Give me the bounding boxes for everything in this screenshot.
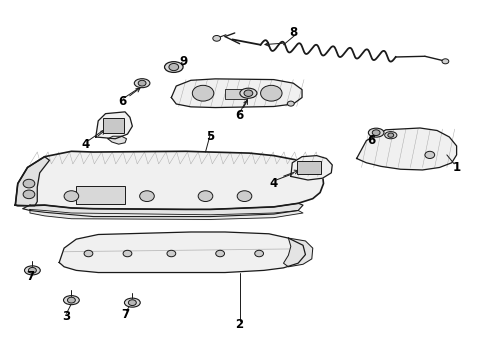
Circle shape <box>260 85 282 101</box>
Ellipse shape <box>63 296 79 305</box>
Text: 1: 1 <box>451 161 460 174</box>
Circle shape <box>123 250 132 257</box>
Polygon shape <box>30 210 303 220</box>
Circle shape <box>140 191 154 202</box>
Circle shape <box>441 59 448 64</box>
Circle shape <box>424 151 434 158</box>
Circle shape <box>23 179 35 188</box>
Polygon shape <box>283 238 312 267</box>
Polygon shape <box>108 136 126 144</box>
Ellipse shape <box>367 128 383 137</box>
Ellipse shape <box>24 266 40 275</box>
Circle shape <box>128 300 136 306</box>
Circle shape <box>212 36 220 41</box>
Polygon shape <box>59 232 305 273</box>
Polygon shape <box>171 79 302 108</box>
Ellipse shape <box>164 62 183 72</box>
Circle shape <box>192 85 213 101</box>
Circle shape <box>28 267 36 273</box>
Polygon shape <box>356 128 456 170</box>
Circle shape <box>215 250 224 257</box>
Text: 7: 7 <box>26 270 34 283</box>
Circle shape <box>371 130 379 135</box>
Polygon shape <box>22 203 303 217</box>
Circle shape <box>23 190 35 199</box>
Ellipse shape <box>384 132 396 139</box>
Polygon shape <box>290 156 331 180</box>
Bar <box>224 89 246 99</box>
Polygon shape <box>15 151 323 210</box>
Ellipse shape <box>240 88 256 98</box>
Circle shape <box>287 101 294 106</box>
Text: 6: 6 <box>118 95 126 108</box>
Bar <box>297 161 320 174</box>
Circle shape <box>198 191 212 202</box>
Text: 3: 3 <box>62 310 70 324</box>
Polygon shape <box>15 157 49 206</box>
Circle shape <box>168 63 178 71</box>
Circle shape <box>166 250 175 257</box>
Ellipse shape <box>134 79 150 87</box>
Text: 6: 6 <box>366 134 375 147</box>
Text: 2: 2 <box>235 318 243 331</box>
Ellipse shape <box>124 298 140 307</box>
Text: 4: 4 <box>269 177 277 190</box>
Circle shape <box>244 90 252 96</box>
Circle shape <box>84 250 93 257</box>
Circle shape <box>387 133 393 137</box>
Circle shape <box>254 250 263 257</box>
Bar <box>103 118 123 133</box>
Text: 8: 8 <box>288 27 297 40</box>
Circle shape <box>67 297 75 303</box>
Text: 6: 6 <box>235 109 243 122</box>
Text: 4: 4 <box>81 138 90 150</box>
Circle shape <box>138 80 146 86</box>
Circle shape <box>64 191 79 202</box>
Polygon shape <box>96 112 132 139</box>
Circle shape <box>237 191 251 202</box>
Text: 5: 5 <box>206 130 214 144</box>
Text: 7: 7 <box>121 308 129 321</box>
Bar <box>76 186 125 204</box>
Text: 9: 9 <box>179 55 187 68</box>
